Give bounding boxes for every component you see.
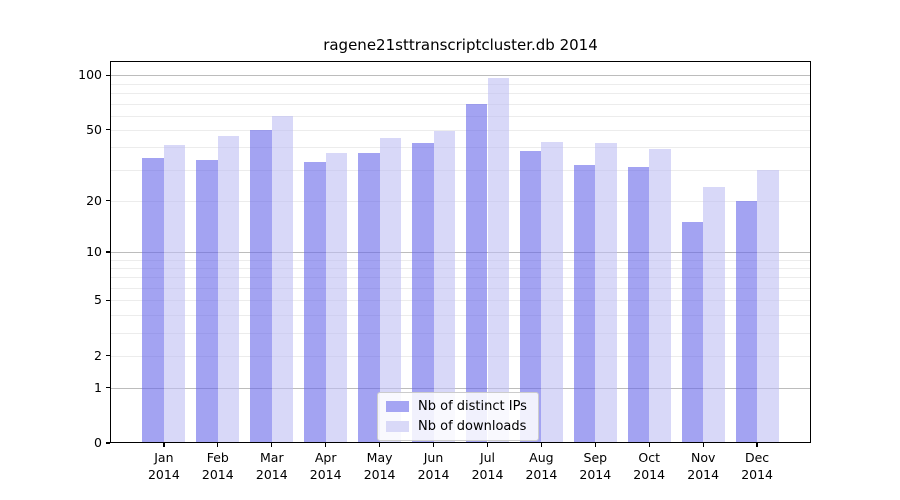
y-tick <box>106 354 110 357</box>
bar-distinct-ips-may <box>358 153 380 443</box>
minor-gridline <box>110 169 811 171</box>
x-tick-label: Sep 2014 <box>579 450 612 482</box>
minor-gridline <box>110 83 811 85</box>
legend-label-distinct-ips: Nb of distinct IPs <box>418 399 527 414</box>
bar-distinct-ips-oct <box>627 166 650 443</box>
minor-gridline <box>110 200 811 202</box>
minor-gridline <box>110 314 811 316</box>
y-tick-label: 1 <box>94 379 102 395</box>
x-tick <box>756 443 758 447</box>
minor-gridline <box>110 277 811 279</box>
x-tick <box>648 443 650 447</box>
minor-gridline <box>110 129 811 131</box>
x-tick-label: May 2014 <box>363 450 396 482</box>
bar-distinct-ips-aug <box>519 151 542 443</box>
x-tick <box>163 443 165 447</box>
bar-distinct-ips-dec <box>735 200 758 443</box>
legend-swatch-downloads-icon <box>386 421 409 432</box>
y-tick <box>106 74 110 77</box>
bar-distinct-ips-mar <box>250 129 272 443</box>
x-tick <box>486 443 489 447</box>
y-tick-label: 5 <box>94 292 102 308</box>
bar-distinct-ips-jan <box>142 157 164 443</box>
y-tick <box>106 299 110 301</box>
bar-distinct-ips-nov <box>681 222 704 443</box>
minor-gridline <box>110 355 811 357</box>
y-tick <box>106 251 110 253</box>
x-tick-label: Mar 2014 <box>255 450 288 482</box>
chart-title: ragene21sttranscriptcluster.db 2014 <box>323 36 598 54</box>
major-gridline <box>110 252 811 253</box>
legend-label-downloads: Nb of downloads <box>418 419 527 434</box>
bar-distinct-ips-sep <box>573 164 596 443</box>
legend-item-downloads: Nb of downloads <box>386 419 527 434</box>
x-tick-label: Jul 2014 <box>471 450 504 482</box>
bar-distinct-ips-jul <box>465 103 488 443</box>
bar-distinct-ips-apr <box>304 162 326 443</box>
x-tick <box>540 443 542 447</box>
major-gridline <box>110 387 811 389</box>
x-tick <box>432 443 435 447</box>
minor-gridline <box>110 288 811 289</box>
y-tick <box>106 387 110 389</box>
minor-gridline <box>110 268 811 269</box>
bar-downloads-dec <box>757 169 779 443</box>
x-tick <box>594 443 596 447</box>
minor-gridline <box>110 115 811 117</box>
x-tick-label: Jun 2014 <box>417 450 450 482</box>
x-tick <box>271 443 273 447</box>
bar-distinct-ips-jun <box>412 143 434 443</box>
minor-gridline <box>110 103 811 105</box>
bar-downloads-nov <box>703 186 725 443</box>
x-tick-label: Jan 2014 <box>147 450 180 482</box>
y-tick-label: 50 <box>86 121 102 137</box>
x-tick <box>325 443 327 447</box>
x-tick-label: Apr 2014 <box>309 450 342 482</box>
x-tick-label: Oct 2014 <box>633 450 666 482</box>
major-gridline <box>110 75 811 77</box>
y-tick <box>106 442 110 444</box>
x-tick-label: Dec 2014 <box>741 450 773 482</box>
bar-downloads-mar <box>271 115 294 443</box>
bar-downloads-feb <box>217 136 240 443</box>
bar-distinct-ips-feb <box>196 159 218 443</box>
x-tick <box>379 443 381 447</box>
minor-gridline <box>110 332 811 334</box>
bar-downloads-sep <box>595 143 617 443</box>
y-tick-label: 0 <box>94 435 102 450</box>
bar-downloads-may <box>379 138 402 443</box>
minor-gridline <box>110 300 811 302</box>
y-tick-label: 100 <box>78 67 102 83</box>
y-tick-label: 10 <box>86 244 102 259</box>
bar-downloads-jan <box>163 145 186 443</box>
bar-downloads-aug <box>541 141 563 443</box>
legend: Nb of distinct IPs Nb of downloads <box>377 392 539 441</box>
legend-item-distinct-ips: Nb of distinct IPs <box>386 399 527 414</box>
y-tick-label: 20 <box>86 192 102 208</box>
minor-gridline <box>110 93 811 94</box>
x-tick-label: Nov 2014 <box>687 450 720 482</box>
minor-gridline <box>110 147 811 149</box>
y-tick <box>106 199 110 202</box>
x-tick <box>702 443 704 447</box>
y-tick-label: 2 <box>94 347 102 363</box>
bar-downloads-oct <box>649 149 671 443</box>
legend-swatch-distinct-ips-icon <box>386 401 409 412</box>
bar-downloads-jun <box>433 131 456 443</box>
y-tick <box>106 129 110 131</box>
x-tick <box>217 443 219 447</box>
x-tick-label: Feb 2014 <box>201 450 234 482</box>
bar-downloads-apr <box>325 153 348 443</box>
x-tick-label: Aug 2014 <box>525 450 558 482</box>
bar-downloads-jul <box>487 77 510 443</box>
minor-gridline <box>110 259 811 261</box>
